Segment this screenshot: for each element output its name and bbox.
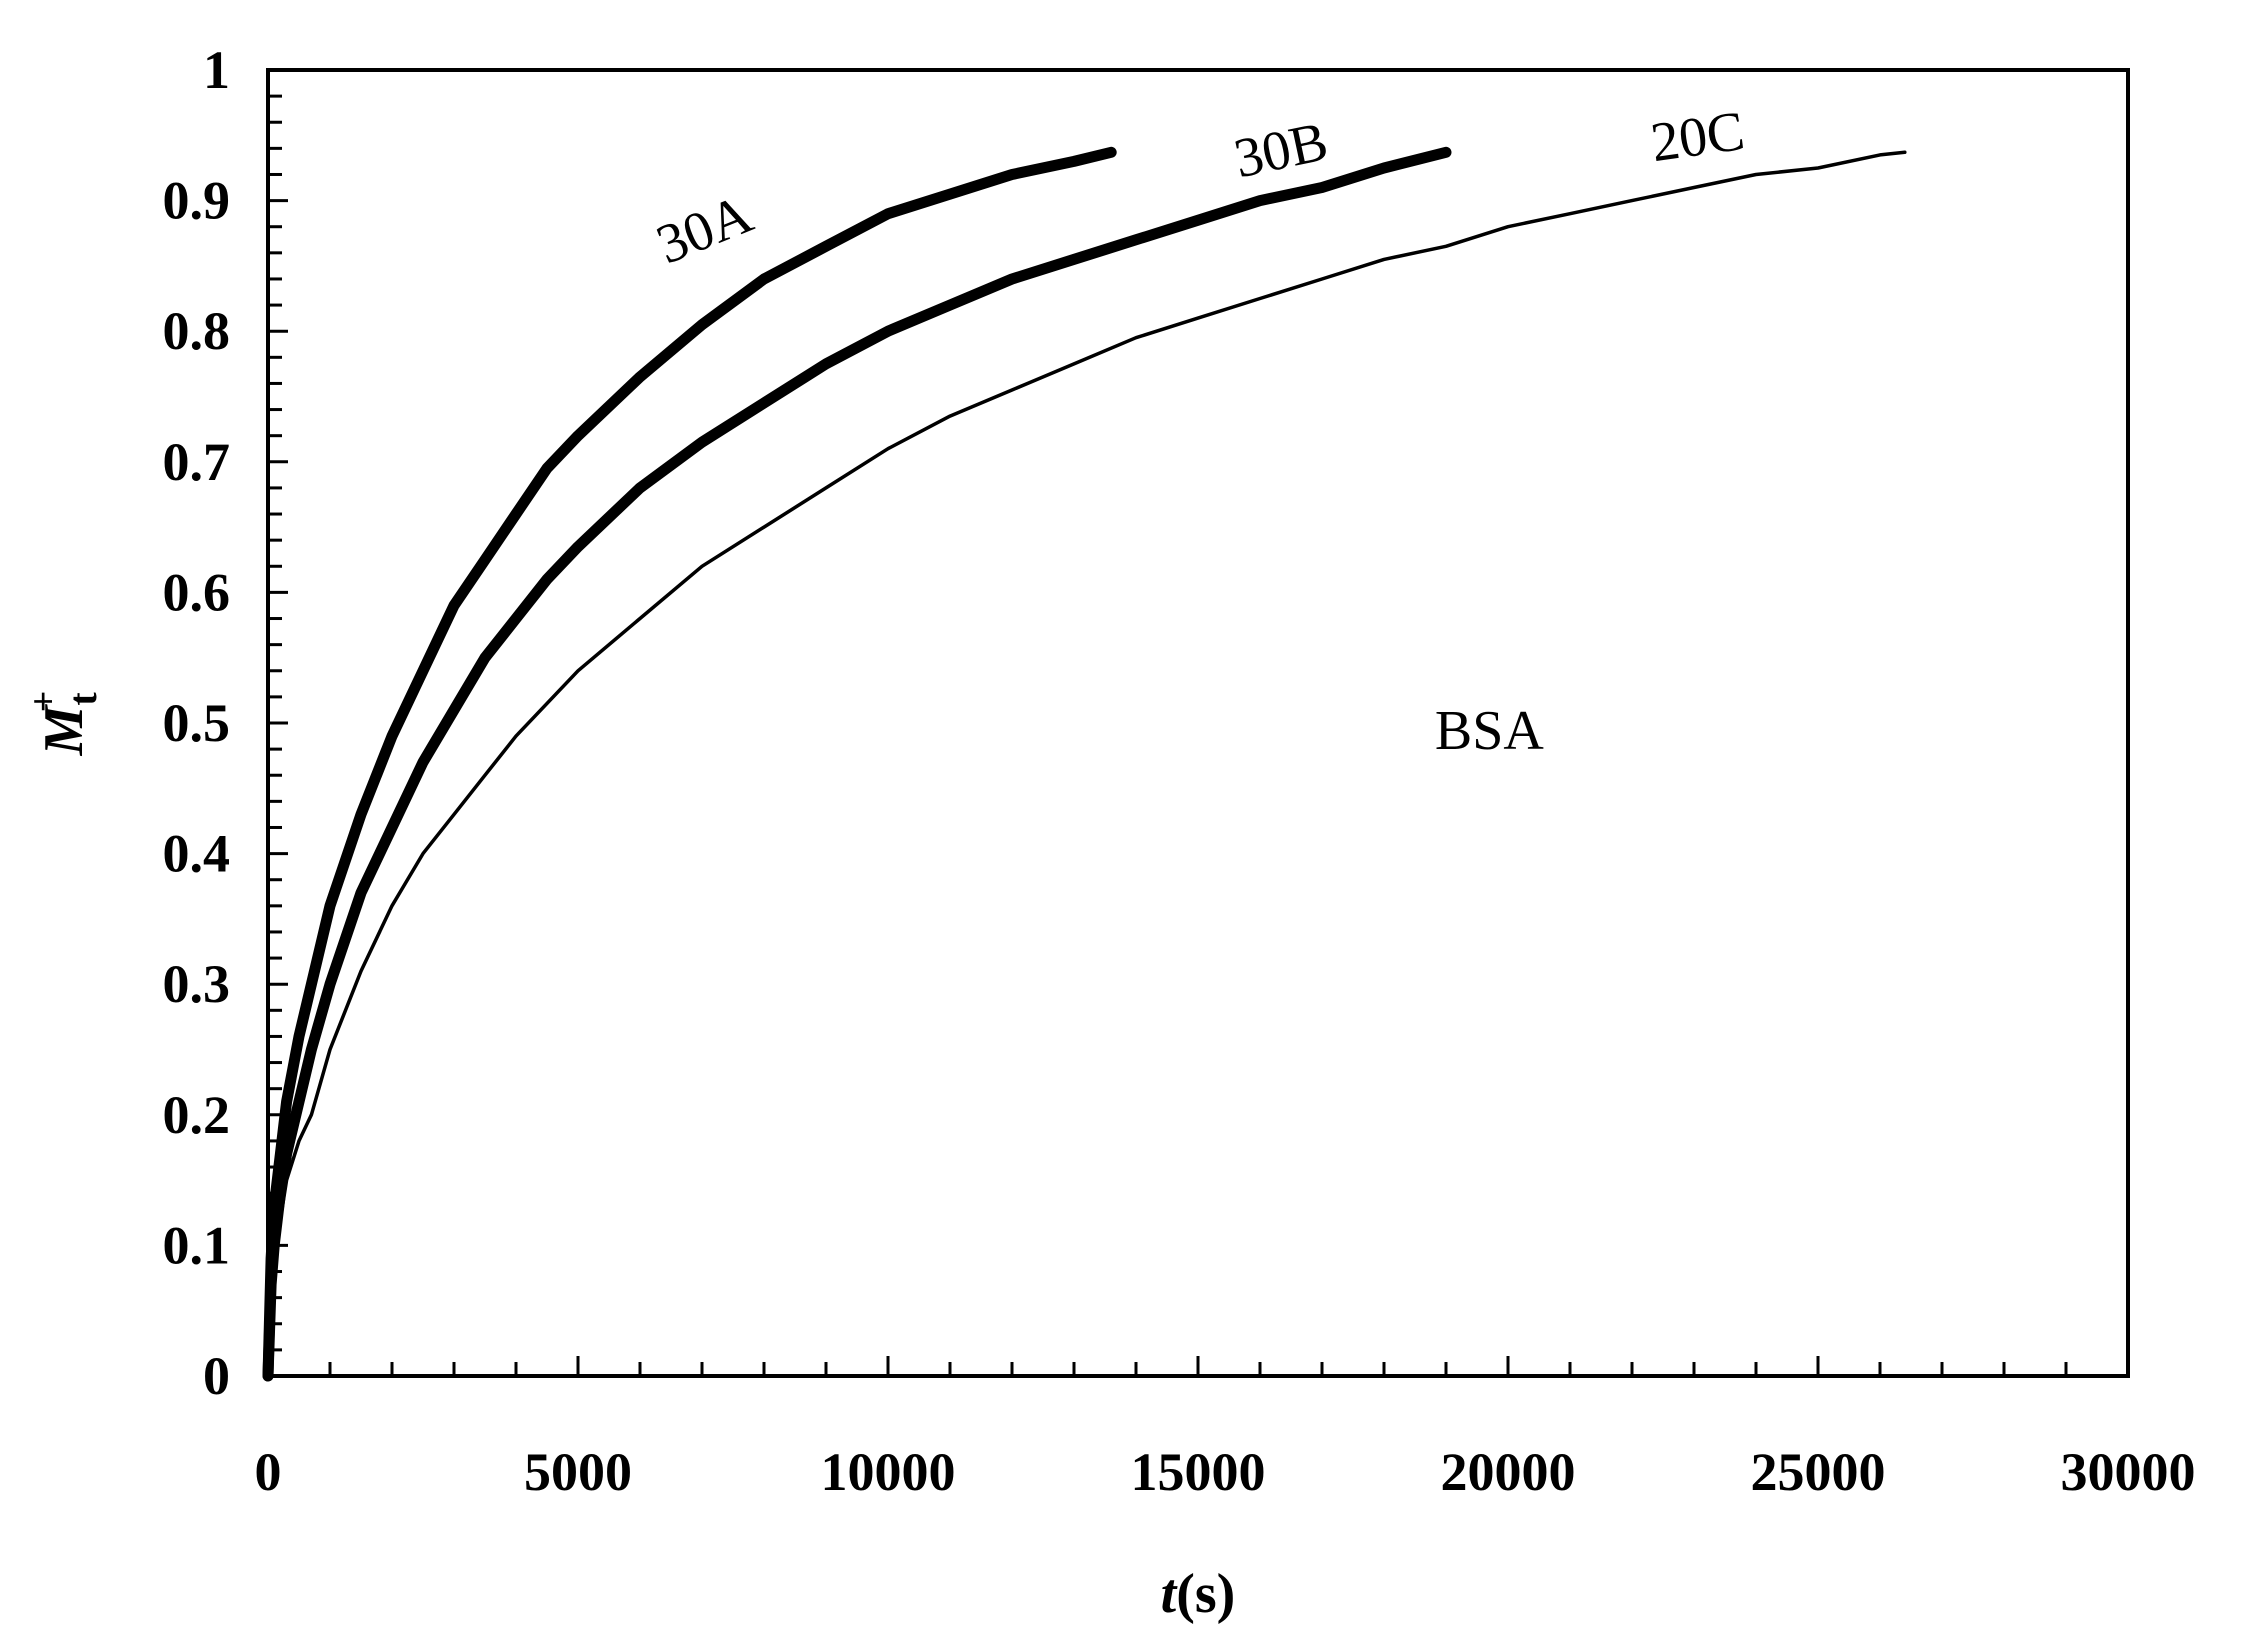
x-tick-label: 20000 — [1441, 1442, 1576, 1502]
x-tick-label: 30000 — [2061, 1442, 2196, 1502]
series-layer — [262, 146, 1907, 1382]
x-axis-label-unit: (s) — [1176, 1563, 1235, 1625]
y-axis-label-subscript: t — [60, 692, 105, 706]
y-tick-label: 0.5 — [163, 693, 231, 753]
y-tick-label: 0 — [203, 1346, 230, 1406]
y-tick-label: 0.2 — [163, 1085, 231, 1145]
annotations-layer: 30A 30B 20C BSA — [648, 100, 1748, 762]
y-axis-label-main: M — [33, 703, 95, 756]
annotation-20c: 20C — [1647, 100, 1748, 174]
x-tick-label: 5000 — [524, 1442, 632, 1502]
y-tick-label: 0.1 — [163, 1215, 231, 1275]
y-tick-label: 0.8 — [163, 301, 231, 361]
series-line-30A — [262, 146, 1117, 1382]
labels-layer: 0 0.1 0.2 0.3 0.4 0.5 0.6 0.7 0.8 0.9 1 0 5000 10000 1… — [163, 40, 2196, 1502]
y-tick-label: 0.9 — [163, 171, 231, 231]
y-tick-label: 0.7 — [163, 432, 231, 492]
annotation-30b: 30B — [1229, 110, 1333, 190]
y-tick-label: 0.6 — [163, 562, 231, 622]
x-tick-label: 10000 — [821, 1442, 956, 1502]
annotation-30a: 30A — [648, 183, 761, 277]
plot-frame — [266, 68, 2130, 1378]
x-tick-label: 15000 — [1131, 1442, 1266, 1502]
y-axis-label-group: Mt+ — [23, 691, 105, 757]
x-axis-label: t(s) — [1161, 1563, 1236, 1625]
x-tick-label: 0 — [255, 1442, 282, 1502]
series-line-30B — [262, 146, 1452, 1382]
ticks-layer — [266, 68, 2130, 1378]
y-tick-label: 0.4 — [163, 824, 231, 884]
y-tick-label: 1 — [203, 40, 230, 100]
x-axis-label-italic: t — [1161, 1563, 1178, 1625]
x-tick-label: 25000 — [1751, 1442, 1886, 1502]
y-tick-label: 0.3 — [163, 954, 231, 1014]
series-line-20C — [266, 150, 1907, 1378]
y-axis-label-superscript: + — [23, 691, 65, 713]
annotation-bsa: BSA — [1435, 700, 1544, 762]
y-axis-label: Mt+ — [23, 691, 105, 757]
